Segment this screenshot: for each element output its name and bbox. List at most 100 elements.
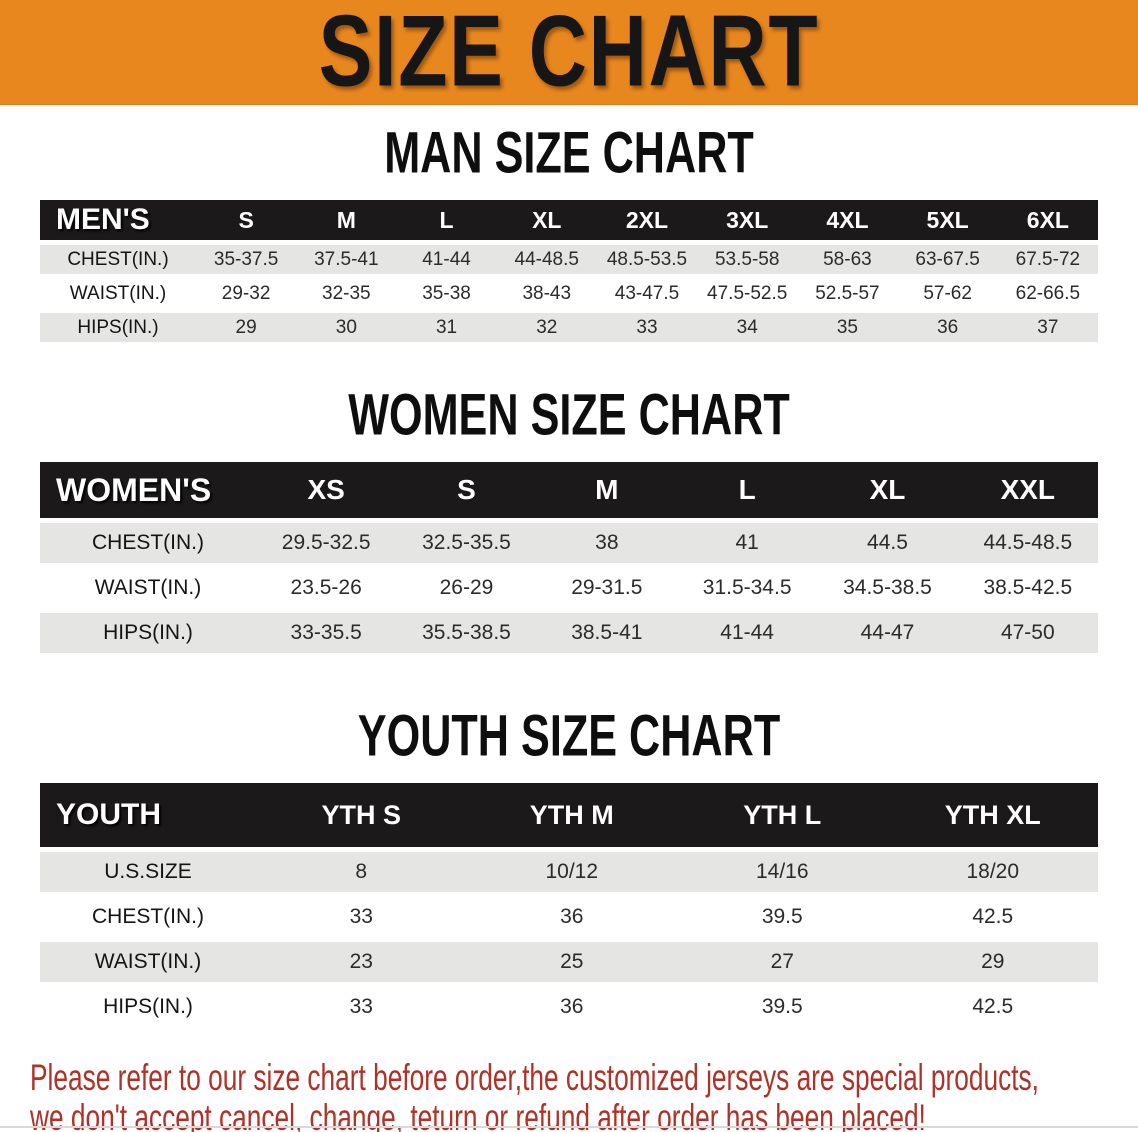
size-column-header: 5XL [897,200,998,240]
table-row: WAIST(IN.) 23 25 27 29 [40,942,1098,982]
size-column-header: S [396,462,537,518]
size-value-cell: 35 [797,313,898,342]
size-table-0: MEN'S S M L XL 2XL 3XL 4XL 5XL 6XL CHEST(IN.) 35-37… [40,195,1098,347]
size-value-cell: 23 [256,942,467,982]
size-column-header: S [196,200,297,240]
size-column-header: YTH L [677,783,888,847]
youth-section-heading: YOUTH SIZE CHART [0,703,1138,769]
size-column-header: YTH S [256,783,467,847]
size-value-cell: 27 [677,942,888,982]
size-value-cell: 67.5-72 [997,245,1098,274]
size-value-cell: 31.5-34.5 [676,568,818,608]
table-row: HIPS(IN.) 29 30 31 32 33 34 35 36 37 [40,313,1098,342]
size-value-cell: 18/20 [887,852,1098,892]
size-column-header: L [396,200,497,240]
size-value-cell: 44.5-48.5 [957,523,1098,563]
men-section-heading: MAN SIZE CHART [0,120,1138,186]
size-value-cell: 47.5-52.5 [697,279,798,308]
size-value-cell: 41 [676,523,818,563]
bottom-divider [0,1126,1138,1128]
footer-disclaimer-line1: Please refer to our size chart before or… [30,1057,1039,1098]
row-label: HIPS(IN.) [40,313,196,342]
size-value-cell: 33 [256,987,467,1027]
size-value-cell: 42.5 [887,897,1098,937]
size-table-2: YOUTH YTH S YTH M YTH L YTH XL U.S.SIZE 8 10/12… [40,778,1098,1032]
banner-title: SIZE CHART [318,0,820,108]
women-section-heading: WOMEN SIZE CHART [0,382,1138,448]
women-section-heading-text: WOMEN SIZE CHART [348,382,790,448]
size-value-cell: 36 [897,313,998,342]
size-column-header: YTH M [466,783,677,847]
row-label: HIPS(IN.) [40,987,256,1027]
size-column-header: XS [256,462,397,518]
size-column-header: YTH XL [887,783,1098,847]
size-value-cell: 29 [887,942,1098,982]
size-value-cell: 29-31.5 [536,568,677,608]
size-column-header: L [676,462,818,518]
table-corner-label: YOUTH [40,783,256,847]
row-label: HIPS(IN.) [40,613,256,653]
size-column-header: M [536,462,677,518]
row-label: CHEST(IN.) [40,523,256,563]
size-value-cell: 39.5 [677,897,888,937]
table-row: HIPS(IN.) 33-35.5 35.5-38.5 38.5-41 41-44 44-… [40,613,1098,653]
size-value-cell: 42.5 [887,987,1098,1027]
size-value-cell: 44-48.5 [496,245,597,274]
footer-disclaimer: Please refer to our size chart before or… [30,1057,1039,1132]
size-value-cell: 31 [396,313,497,342]
size-value-cell: 33-35.5 [256,613,397,653]
size-column-header: 4XL [797,200,898,240]
size-value-cell: 34 [697,313,798,342]
row-label: WAIST(IN.) [40,279,196,308]
table-row: CHEST(IN.) 35-37.5 37.5-41 41-44 44-48.5 48.5… [40,245,1098,274]
size-value-cell: 36 [466,897,677,937]
size-value-cell: 35-37.5 [196,245,297,274]
size-value-cell: 32-35 [296,279,397,308]
size-value-cell: 47-50 [957,613,1098,653]
size-value-cell: 33 [256,897,467,937]
size-table-1: WOMEN'S XS S M L XL XXL CHEST(IN.) 29.5-32.5 32.5… [40,457,1098,658]
size-value-cell: 57-62 [897,279,998,308]
youth-size-table: YOUTH YTH S YTH M YTH L YTH XL U.S.SIZE 8 10/12… [0,778,1138,1032]
table-row: U.S.SIZE 8 10/12 14/16 18/20 [40,852,1098,892]
table-header-row: YOUTH YTH S YTH M YTH L YTH XL [40,783,1098,847]
size-column-header: 2XL [596,200,698,240]
size-value-cell: 43-47.5 [596,279,698,308]
size-value-cell: 44.5 [817,523,958,563]
size-value-cell: 30 [296,313,397,342]
size-column-header: XL [817,462,958,518]
row-label: CHEST(IN.) [40,897,256,937]
size-value-cell: 10/12 [466,852,677,892]
table-corner-label: WOMEN'S [40,462,256,518]
size-value-cell: 25 [466,942,677,982]
women-size-table: WOMEN'S XS S M L XL XXL CHEST(IN.) 29.5-32.5 32.5… [0,457,1138,658]
row-label: WAIST(IN.) [40,942,256,982]
size-value-cell: 8 [256,852,467,892]
size-value-cell: 48.5-53.5 [596,245,698,274]
size-value-cell: 29-32 [196,279,297,308]
size-column-header: M [296,200,397,240]
size-value-cell: 32 [496,313,597,342]
size-value-cell: 41-44 [676,613,818,653]
youth-section-heading-text: YOUTH SIZE CHART [357,703,781,769]
row-label: U.S.SIZE [40,852,256,892]
size-value-cell: 35.5-38.5 [396,613,537,653]
table-row: WAIST(IN.) 23.5-26 26-29 29-31.5 31.5-34.5 34… [40,568,1098,608]
size-column-header: XXL [957,462,1098,518]
men-section-heading-text: MAN SIZE CHART [384,120,754,186]
size-value-cell: 37 [997,313,1098,342]
size-value-cell: 38.5-42.5 [957,568,1098,608]
size-value-cell: 53.5-58 [697,245,798,274]
size-value-cell: 29.5-32.5 [256,523,397,563]
size-column-header: XL [496,200,597,240]
size-value-cell: 41-44 [396,245,497,274]
size-value-cell: 26-29 [396,568,537,608]
row-label: WAIST(IN.) [40,568,256,608]
table-row: WAIST(IN.) 29-32 32-35 35-38 38-43 43-47.5 47.… [40,279,1098,308]
size-column-header: 3XL [697,200,798,240]
size-value-cell: 36 [466,987,677,1027]
size-value-cell: 23.5-26 [256,568,397,608]
size-value-cell: 32.5-35.5 [396,523,537,563]
size-value-cell: 58-63 [797,245,898,274]
size-value-cell: 37.5-41 [296,245,397,274]
